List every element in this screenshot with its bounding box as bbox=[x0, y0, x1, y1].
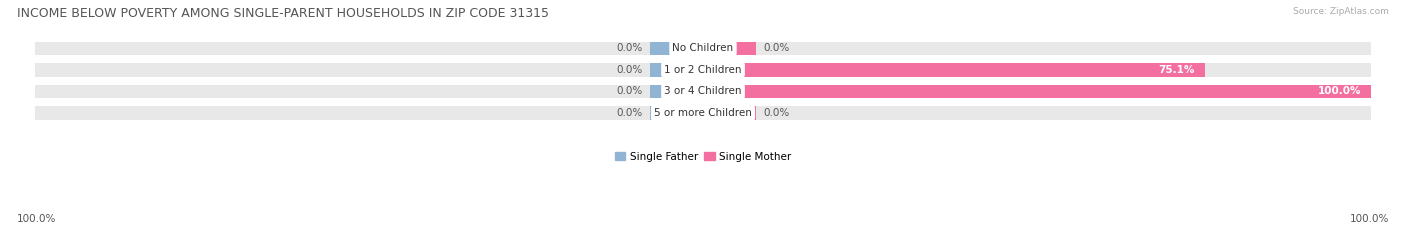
Text: 75.1%: 75.1% bbox=[1159, 65, 1195, 75]
Bar bbox=[703, 63, 1371, 76]
Bar bbox=[650, 41, 703, 55]
Bar bbox=[650, 63, 703, 76]
Text: 100.0%: 100.0% bbox=[17, 214, 56, 224]
Bar bbox=[35, 41, 703, 55]
Bar bbox=[35, 106, 703, 120]
Bar bbox=[703, 85, 1371, 98]
Bar bbox=[703, 85, 1371, 98]
Text: INCOME BELOW POVERTY AMONG SINGLE-PARENT HOUSEHOLDS IN ZIP CODE 31315: INCOME BELOW POVERTY AMONG SINGLE-PARENT… bbox=[17, 7, 548, 20]
Text: Source: ZipAtlas.com: Source: ZipAtlas.com bbox=[1294, 7, 1389, 16]
Text: 0.0%: 0.0% bbox=[617, 108, 643, 118]
Text: 100.0%: 100.0% bbox=[1317, 86, 1361, 96]
Bar bbox=[703, 106, 1371, 120]
Text: 0.0%: 0.0% bbox=[617, 65, 643, 75]
Bar bbox=[703, 41, 1371, 55]
Bar bbox=[35, 85, 703, 98]
Text: 0.0%: 0.0% bbox=[763, 108, 789, 118]
Text: 0.0%: 0.0% bbox=[763, 43, 789, 53]
Text: 5 or more Children: 5 or more Children bbox=[654, 108, 752, 118]
Text: 1 or 2 Children: 1 or 2 Children bbox=[664, 65, 742, 75]
Legend: Single Father, Single Mother: Single Father, Single Mother bbox=[610, 147, 796, 166]
Text: 0.0%: 0.0% bbox=[617, 43, 643, 53]
Text: No Children: No Children bbox=[672, 43, 734, 53]
Bar bbox=[703, 41, 756, 55]
Bar bbox=[650, 106, 703, 120]
Bar bbox=[703, 63, 1205, 76]
Bar bbox=[650, 85, 703, 98]
Bar bbox=[35, 63, 703, 76]
Text: 0.0%: 0.0% bbox=[617, 86, 643, 96]
Text: 3 or 4 Children: 3 or 4 Children bbox=[664, 86, 742, 96]
Bar bbox=[703, 106, 756, 120]
Text: 100.0%: 100.0% bbox=[1350, 214, 1389, 224]
